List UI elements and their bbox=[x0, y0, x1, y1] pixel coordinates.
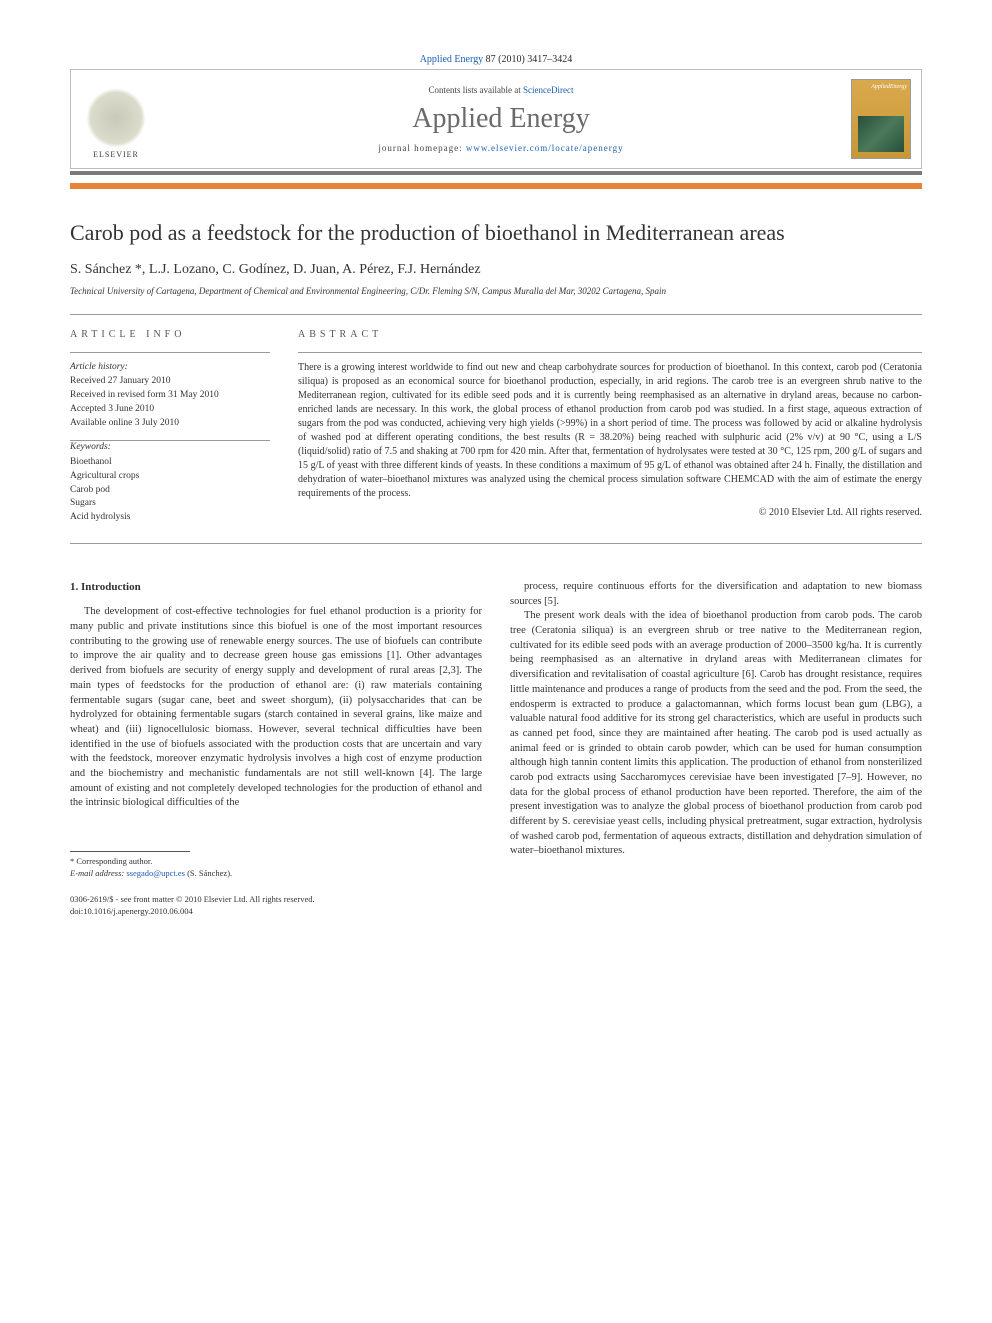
journal-ref-citation: 87 (2010) 3417–3424 bbox=[486, 54, 573, 65]
keywords-block: Keywords: Bioethanol Agricultural crops … bbox=[70, 441, 270, 525]
keyword: Acid hydrolysis bbox=[70, 511, 270, 525]
email-suffix: (S. Sánchez). bbox=[185, 868, 232, 878]
cover-image-icon bbox=[858, 116, 904, 152]
elsevier-tree-icon bbox=[86, 88, 146, 148]
homepage-line: journal homepage: www.elsevier.com/locat… bbox=[151, 143, 851, 153]
doi-line: doi:10.1016/j.apenergy.2010.06.004 bbox=[70, 906, 482, 918]
online-date: Available online 3 July 2010 bbox=[70, 417, 270, 431]
email-label: E-mail address: bbox=[70, 868, 126, 878]
abstract-text: There is a growing interest worldwide to… bbox=[298, 361, 922, 501]
body-column-right: process, require continuous efforts for … bbox=[510, 580, 922, 918]
sciencedirect-link[interactable]: ScienceDirect bbox=[523, 85, 573, 95]
keyword: Carob pod bbox=[70, 484, 270, 498]
article-title: Carob pod as a feedstock for the product… bbox=[70, 219, 922, 248]
corresponding-author: * Corresponding author. bbox=[70, 856, 482, 868]
abstract-heading: ABSTRACT bbox=[298, 329, 922, 340]
keyword: Agricultural crops bbox=[70, 470, 270, 484]
front-matter-line: 0306-2619/$ - see front matter © 2010 El… bbox=[70, 894, 482, 906]
doi-block: 0306-2619/$ - see front matter © 2010 El… bbox=[70, 894, 482, 918]
copyright-line: © 2010 Elsevier Ltd. All rights reserved… bbox=[298, 507, 922, 518]
orange-divider bbox=[70, 183, 922, 189]
header-bar: Applied Energy 87 (2010) 3417–3424 ELSEV… bbox=[70, 50, 922, 175]
divider bbox=[70, 543, 922, 544]
article-info-heading: ARTICLE INFO bbox=[70, 329, 270, 340]
journal-cover-thumbnail[interactable]: AppliedEnergy bbox=[851, 79, 911, 159]
footnotes: * Corresponding author. E-mail address: … bbox=[70, 851, 482, 918]
info-abstract-row: ARTICLE INFO Article history: Received 2… bbox=[70, 315, 922, 543]
history-label: Article history: bbox=[70, 361, 270, 375]
body-paragraph: The development of cost-effective techno… bbox=[70, 605, 482, 811]
body-column-left: 1. Introduction The development of cost-… bbox=[70, 580, 482, 918]
affiliation: Technical University of Cartagena, Depar… bbox=[70, 286, 922, 296]
article-history-block: Article history: Received 27 January 201… bbox=[70, 361, 270, 431]
keyword: Bioethanol bbox=[70, 456, 270, 470]
divider bbox=[70, 352, 270, 353]
elsevier-logo[interactable]: ELSEVIER bbox=[81, 79, 151, 159]
article-info-column: ARTICLE INFO Article history: Received 2… bbox=[70, 329, 270, 525]
divider bbox=[298, 352, 922, 353]
abstract-column: ABSTRACT There is a growing interest wor… bbox=[298, 329, 922, 525]
homepage-link[interactable]: www.elsevier.com/locate/apenergy bbox=[466, 143, 624, 153]
revised-date: Received in revised form 31 May 2010 bbox=[70, 389, 270, 403]
footnote-rule bbox=[70, 851, 190, 852]
cover-label: AppliedEnergy bbox=[871, 84, 907, 90]
accepted-date: Accepted 3 June 2010 bbox=[70, 403, 270, 417]
homepage-prefix: journal homepage: bbox=[378, 143, 465, 153]
section-heading: 1. Introduction bbox=[70, 580, 482, 595]
elsevier-label: ELSEVIER bbox=[93, 150, 139, 159]
keywords-label: Keywords: bbox=[70, 441, 270, 455]
page-container: Applied Energy 87 (2010) 3417–3424 ELSEV… bbox=[0, 0, 992, 958]
journal-reference: Applied Energy 87 (2010) 3417–3424 bbox=[70, 50, 922, 69]
body-paragraph: The present work deals with the idea of … bbox=[510, 609, 922, 859]
email-link[interactable]: ssegado@upct.es bbox=[126, 868, 185, 878]
journal-ref-link[interactable]: Applied Energy bbox=[420, 54, 483, 65]
contents-line: Contents lists available at ScienceDirec… bbox=[151, 85, 851, 95]
masthead-center: Contents lists available at ScienceDirec… bbox=[151, 85, 851, 153]
contents-prefix: Contents lists available at bbox=[429, 85, 523, 95]
authors-line: S. Sánchez *, L.J. Lozano, C. Godínez, D… bbox=[70, 262, 922, 278]
email-line: E-mail address: ssegado@upct.es (S. Sánc… bbox=[70, 868, 482, 880]
masthead: ELSEVIER Contents lists available at Sci… bbox=[70, 69, 922, 169]
received-date: Received 27 January 2010 bbox=[70, 375, 270, 389]
body-columns: 1. Introduction The development of cost-… bbox=[70, 580, 922, 918]
body-paragraph: process, require continuous efforts for … bbox=[510, 580, 922, 609]
journal-title: Applied Energy bbox=[151, 103, 851, 135]
keyword: Sugars bbox=[70, 497, 270, 511]
